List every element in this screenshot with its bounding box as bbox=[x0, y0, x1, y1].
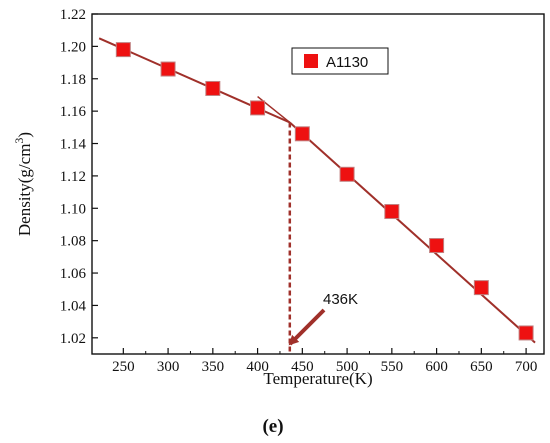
y-tick-label: 1.02 bbox=[60, 331, 86, 347]
annotation-arrow bbox=[288, 308, 326, 346]
y-tick-label: 1.14 bbox=[60, 137, 87, 153]
x-tick-label: 500 bbox=[336, 359, 359, 375]
x-axis-ticks: 250 300 350 400 450 500 550 600 650 700 bbox=[112, 348, 537, 375]
x-tick-label: 650 bbox=[470, 359, 493, 375]
legend-marker bbox=[304, 54, 318, 68]
data-point bbox=[518, 325, 534, 341]
y-tick-label: 1.08 bbox=[60, 234, 86, 250]
fit-lines bbox=[98, 37, 536, 344]
data-point bbox=[115, 42, 131, 58]
x-tick-label: 450 bbox=[291, 359, 314, 375]
legend: A1130 bbox=[291, 47, 389, 75]
data-point bbox=[473, 280, 489, 296]
y-tick-label: 1.22 bbox=[60, 7, 86, 23]
y-tick-label: 1.10 bbox=[60, 201, 86, 217]
legend-label: A1130 bbox=[326, 54, 368, 71]
data-point bbox=[429, 238, 445, 254]
data-point bbox=[205, 80, 221, 96]
data-markers bbox=[115, 42, 534, 341]
x-tick-label: 600 bbox=[425, 359, 448, 375]
x-tick-label: 300 bbox=[157, 359, 180, 375]
y-tick-label: 1.06 bbox=[60, 266, 87, 282]
panel-label: (e) bbox=[262, 416, 283, 437]
transition-marker bbox=[257, 95, 292, 354]
y-tick-label: 1.16 bbox=[60, 104, 87, 120]
x-tick-label: 400 bbox=[246, 359, 269, 375]
annotation-label: 436K bbox=[323, 291, 358, 308]
x-tick-label: 700 bbox=[515, 359, 538, 375]
y-tick-label: 1.04 bbox=[60, 298, 87, 314]
data-point bbox=[250, 100, 266, 116]
data-point bbox=[384, 204, 400, 220]
x-tick-label: 350 bbox=[202, 359, 225, 375]
fit-line bbox=[289, 121, 536, 344]
x-tick-label: 550 bbox=[381, 359, 404, 375]
plot-frame bbox=[91, 13, 545, 355]
data-point bbox=[294, 126, 310, 142]
x-axis-title: Temperature(K) bbox=[263, 369, 372, 388]
y-axis-title: Density(g/cm3) bbox=[12, 132, 34, 236]
y-tick-label: 1.12 bbox=[60, 169, 86, 185]
y-tick-label: 1.20 bbox=[60, 39, 86, 55]
data-point bbox=[160, 61, 176, 77]
annotation: 436K bbox=[288, 291, 358, 346]
y-tick-label: 1.18 bbox=[60, 72, 86, 88]
x-tick-label: 250 bbox=[112, 359, 135, 375]
data-point bbox=[339, 166, 355, 182]
y-axis-ticks: 1.02 1.04 1.06 1.08 1.10 1.12 1.14 1.16 1.18 1.20… bbox=[60, 7, 98, 347]
